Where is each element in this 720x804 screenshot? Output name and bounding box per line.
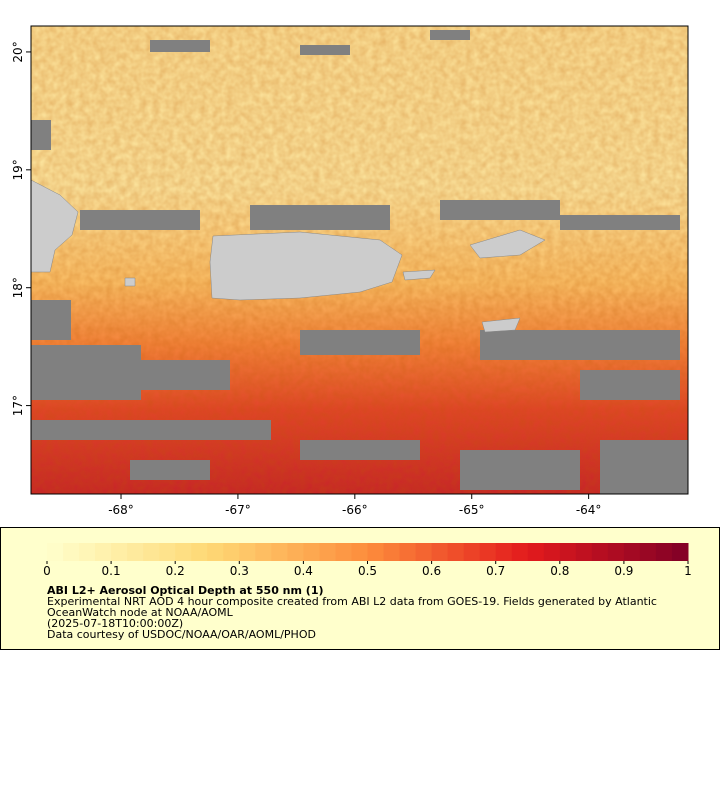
colorbar-swatch	[271, 543, 288, 561]
colorbar-swatch	[255, 543, 272, 561]
mona	[124, 277, 136, 287]
colorbar-swatch	[63, 543, 80, 561]
colorbar-swatch	[527, 543, 545, 561]
legend-title: ABI L2+ Aerosol Optical Depth at 550 nm …	[47, 584, 324, 597]
colorbar-swatch	[175, 543, 192, 561]
map-raster	[31, 26, 688, 494]
map-frame	[30, 25, 689, 495]
colorbar-swatch	[383, 543, 401, 561]
legend-line: OceanWatch node at NOAA/AOML	[47, 606, 234, 619]
x-tick-label: -68°	[108, 503, 134, 517]
colorbar-swatch	[335, 543, 352, 561]
colorbar-swatch	[319, 543, 336, 561]
colorbar-swatch	[559, 543, 577, 561]
colorbar-swatch	[159, 543, 176, 561]
vieques	[402, 269, 436, 281]
colorbar-swatch	[511, 543, 529, 561]
colorbar-tick-label: 0.1	[102, 564, 121, 578]
colorbar-tick-label: 0.9	[614, 564, 633, 578]
colorbar-swatch	[591, 543, 609, 561]
colorbar-tick-label: 0.2	[166, 564, 185, 578]
legend-line: Experimental NRT AOD 4 hour composite cr…	[47, 595, 657, 608]
colorbar-swatch	[575, 543, 593, 561]
y-tick-label: 17°	[11, 395, 25, 416]
colorbar-tick-label: 0.4	[294, 564, 313, 578]
colorbar-swatch	[367, 543, 385, 561]
colorbar-swatch	[239, 543, 256, 561]
colorbar: 0 0.1 0.2 0.3 0.4 0.5 0.6 0.7 0.8 0.9 1	[43, 543, 692, 578]
y-tick-label: 20°	[11, 41, 25, 62]
colorbar-swatch	[351, 543, 368, 561]
y-tick-label: 19°	[11, 159, 25, 180]
colorbar-swatch	[495, 543, 513, 561]
colorbar-swatch	[207, 543, 224, 561]
colorbar-swatch	[47, 543, 64, 561]
colorbar-swatch	[399, 543, 417, 561]
colorbar-tick-label: 1	[684, 564, 692, 578]
x-tick-label: -66°	[342, 503, 368, 517]
colorbar-swatch	[191, 543, 208, 561]
y-tick-label: 18°	[11, 277, 25, 298]
x-tick-label: -64°	[576, 503, 602, 517]
puerto-rico	[209, 231, 403, 301]
colorbar-tick-label: 0.6	[422, 564, 441, 578]
colorbar-tick-label: 0.3	[230, 564, 249, 578]
colorbar-swatch	[95, 543, 112, 561]
legend-line: (2025-07-18T10:00:00Z)	[47, 617, 183, 630]
colorbar-tick-label: 0.7	[486, 564, 505, 578]
colorbar-swatch	[655, 543, 673, 561]
colorbar-tick-label: 0.5	[358, 564, 377, 578]
st-croix	[481, 317, 521, 333]
colorbar-swatch	[479, 543, 497, 561]
colorbar-swatch	[671, 543, 689, 561]
colorbar-swatch	[223, 543, 240, 561]
colorbar-swatch	[287, 543, 304, 561]
land	[31, 179, 546, 333]
colorbar-swatch	[543, 543, 561, 561]
colorbar-swatch	[431, 543, 449, 561]
colorbar-swatch	[143, 543, 160, 561]
legend-line: Data courtesy of USDOC/NOAA/OAR/AOML/PHO…	[47, 628, 316, 641]
x-tick-label: -67°	[225, 503, 251, 517]
colorbar-swatch	[79, 543, 96, 561]
colorbar-swatch	[463, 543, 481, 561]
no-data	[31, 30, 688, 494]
axes: -68° -67° -66° -65° -64° 17° 18° 19° 20°	[11, 41, 601, 517]
colorbar-swatch	[303, 543, 320, 561]
colorbar-swatch	[623, 543, 641, 561]
colorbar-tick-label: 0.8	[550, 564, 569, 578]
virgin-islands	[469, 229, 546, 259]
colorbar-swatch	[127, 543, 144, 561]
colorbar-tick-label: 0	[43, 564, 51, 578]
x-tick-label: -65°	[459, 503, 485, 517]
colorbar-swatch	[447, 543, 465, 561]
colorbar-swatch	[607, 543, 625, 561]
hispaniola	[31, 179, 79, 273]
colorbar-swatch	[415, 543, 433, 561]
colorbar-swatch	[639, 543, 657, 561]
colorbar-swatch	[111, 543, 128, 561]
